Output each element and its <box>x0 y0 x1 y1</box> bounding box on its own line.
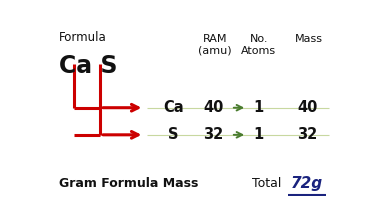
Text: RAM
(amu): RAM (amu) <box>198 34 232 56</box>
Text: 32: 32 <box>297 127 318 142</box>
Text: Gram Formula Mass: Gram Formula Mass <box>59 177 199 190</box>
Text: No.
Atoms: No. Atoms <box>241 34 276 56</box>
Text: Ca: Ca <box>163 100 184 115</box>
Text: 1: 1 <box>254 127 264 142</box>
Text: 32: 32 <box>203 127 224 142</box>
Text: Mass: Mass <box>295 34 323 44</box>
Text: 40: 40 <box>203 100 224 115</box>
Text: 72g: 72g <box>291 176 323 191</box>
Text: 40: 40 <box>297 100 318 115</box>
Text: 1: 1 <box>254 100 264 115</box>
Text: S: S <box>168 127 179 142</box>
Text: Formula: Formula <box>59 31 107 44</box>
Text: Ca S: Ca S <box>59 53 117 77</box>
Text: Total: Total <box>252 177 281 190</box>
